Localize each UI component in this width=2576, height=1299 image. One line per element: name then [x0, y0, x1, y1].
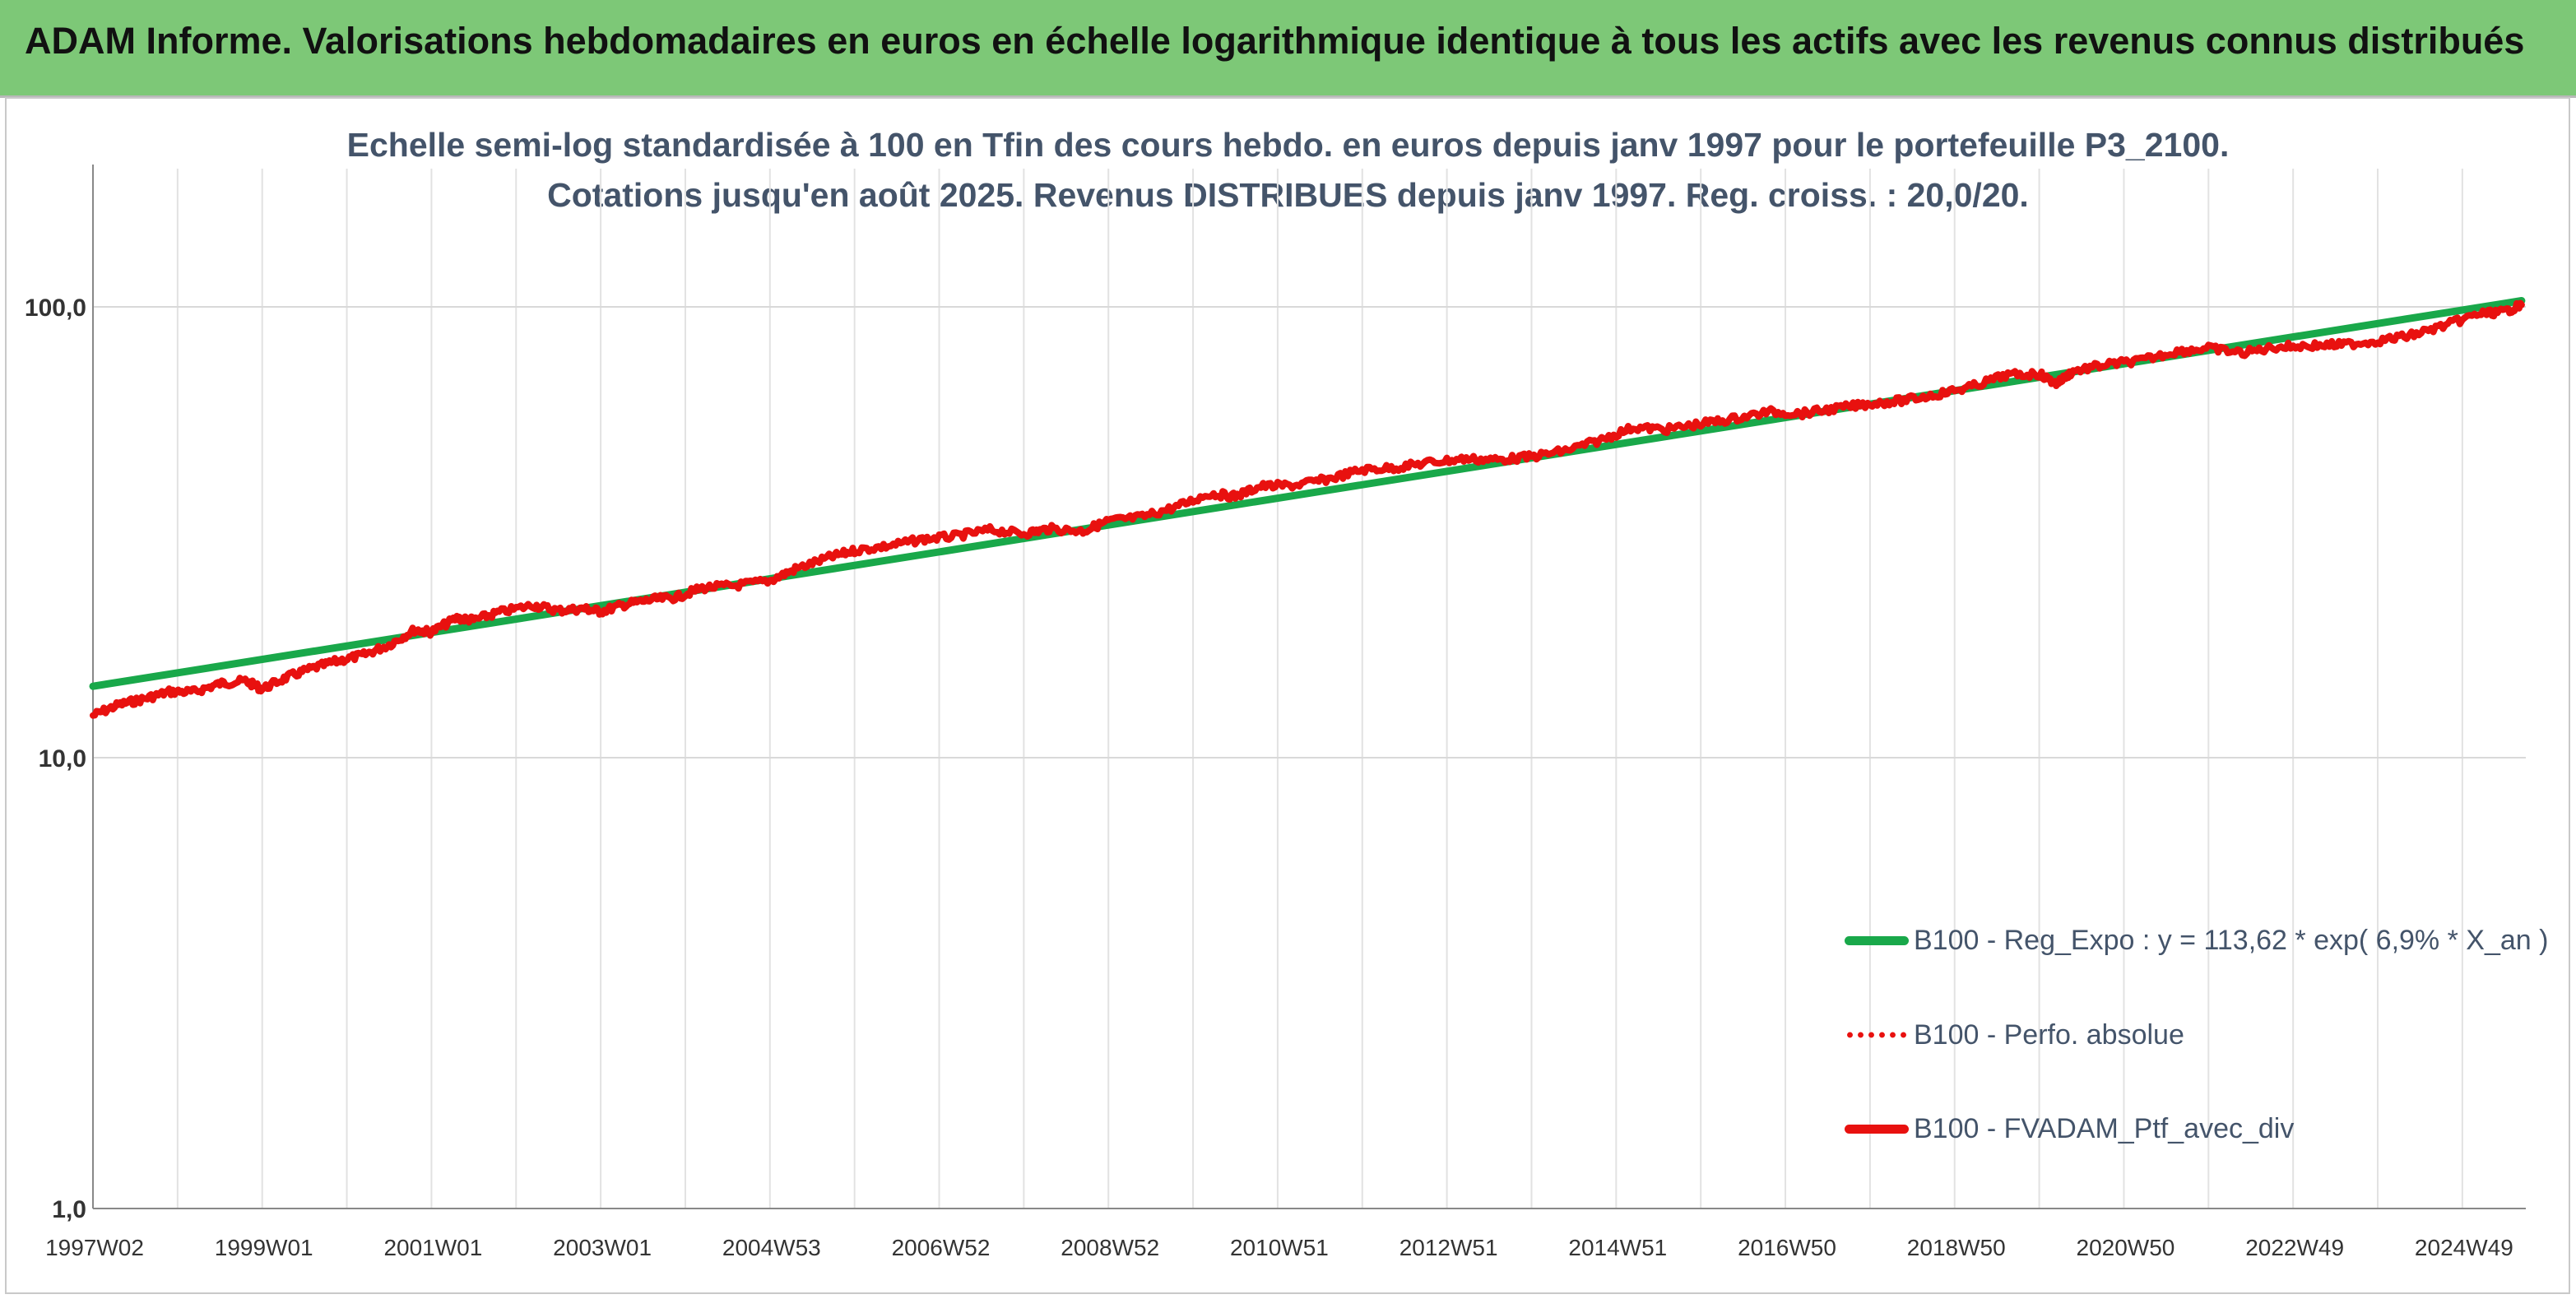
x-tick-label: 1997W02 — [45, 1235, 144, 1260]
x-tick-label: 2001W01 — [383, 1235, 482, 1260]
legend-swatch-regression — [1845, 935, 1909, 945]
legend-swatch-portfolio — [1845, 1124, 1909, 1134]
y-tick-label: 100,0 — [25, 295, 86, 322]
page-title: ADAM Informe. Valorisations hebdomadaire… — [25, 20, 2525, 62]
x-tick-label: 2022W49 — [2245, 1235, 2344, 1260]
legend-label-perfo-absolue: B100 - Perfo. absolue — [1914, 1018, 2184, 1051]
legend-label-portfolio: B100 - FVADAM_Ptf_avec_div — [1914, 1112, 2295, 1144]
legend-item-portfolio: B100 - FVADAM_Ptf_avec_div — [1845, 1108, 2294, 1149]
x-tick-label: 2010W51 — [1230, 1235, 1329, 1260]
header-banner: ADAM Informe. Valorisations hebdomadaire… — [0, 0, 2576, 98]
x-tick-label: 2004W53 — [722, 1235, 821, 1260]
x-tick-label: 2012W51 — [1399, 1235, 1498, 1260]
x-tick-label: 2024W49 — [2415, 1235, 2513, 1260]
x-tick-label: 1999W01 — [215, 1235, 313, 1260]
x-tick-label: 2020W50 — [2077, 1235, 2175, 1260]
legend-label-regression: B100 - Reg_Expo : y = 113,62 * exp( 6,9%… — [1914, 924, 2549, 956]
y-tick-label: 10,0 — [39, 745, 86, 772]
legend-item-regression: B100 - Reg_Expo : y = 113,62 * exp( 6,9%… — [1845, 920, 2548, 961]
chart-title-line-2: Cotations jusqu'en août 2025. Revenus DI… — [547, 176, 2029, 214]
series-line-portfolio — [90, 299, 2525, 719]
series-layer — [89, 297, 2526, 719]
y-tick-label: 1,0 — [52, 1196, 86, 1223]
x-tick-label: 2014W51 — [1568, 1235, 1667, 1260]
legend-item-perfo-absolue: B100 - Perfo. absolue — [1845, 1014, 2184, 1055]
x-tick-label: 2016W50 — [1738, 1235, 1836, 1260]
x-tick-label: 2006W52 — [892, 1235, 991, 1260]
x-tick-label: 2018W50 — [1907, 1235, 2006, 1260]
legend-swatch-perfo-absolue — [1845, 1032, 1909, 1038]
x-tick-label: 2008W52 — [1061, 1235, 1159, 1260]
x-tick-label: 2003W01 — [553, 1235, 652, 1260]
chart-title-line-1: Echelle semi-log standardisée à 100 en T… — [346, 126, 2230, 164]
tick-labels: 1,0 10,0 100,0 1997W02 1999W01 2001W01 2003W01… — [25, 295, 2513, 1260]
chart-area — [5, 97, 2570, 1294]
